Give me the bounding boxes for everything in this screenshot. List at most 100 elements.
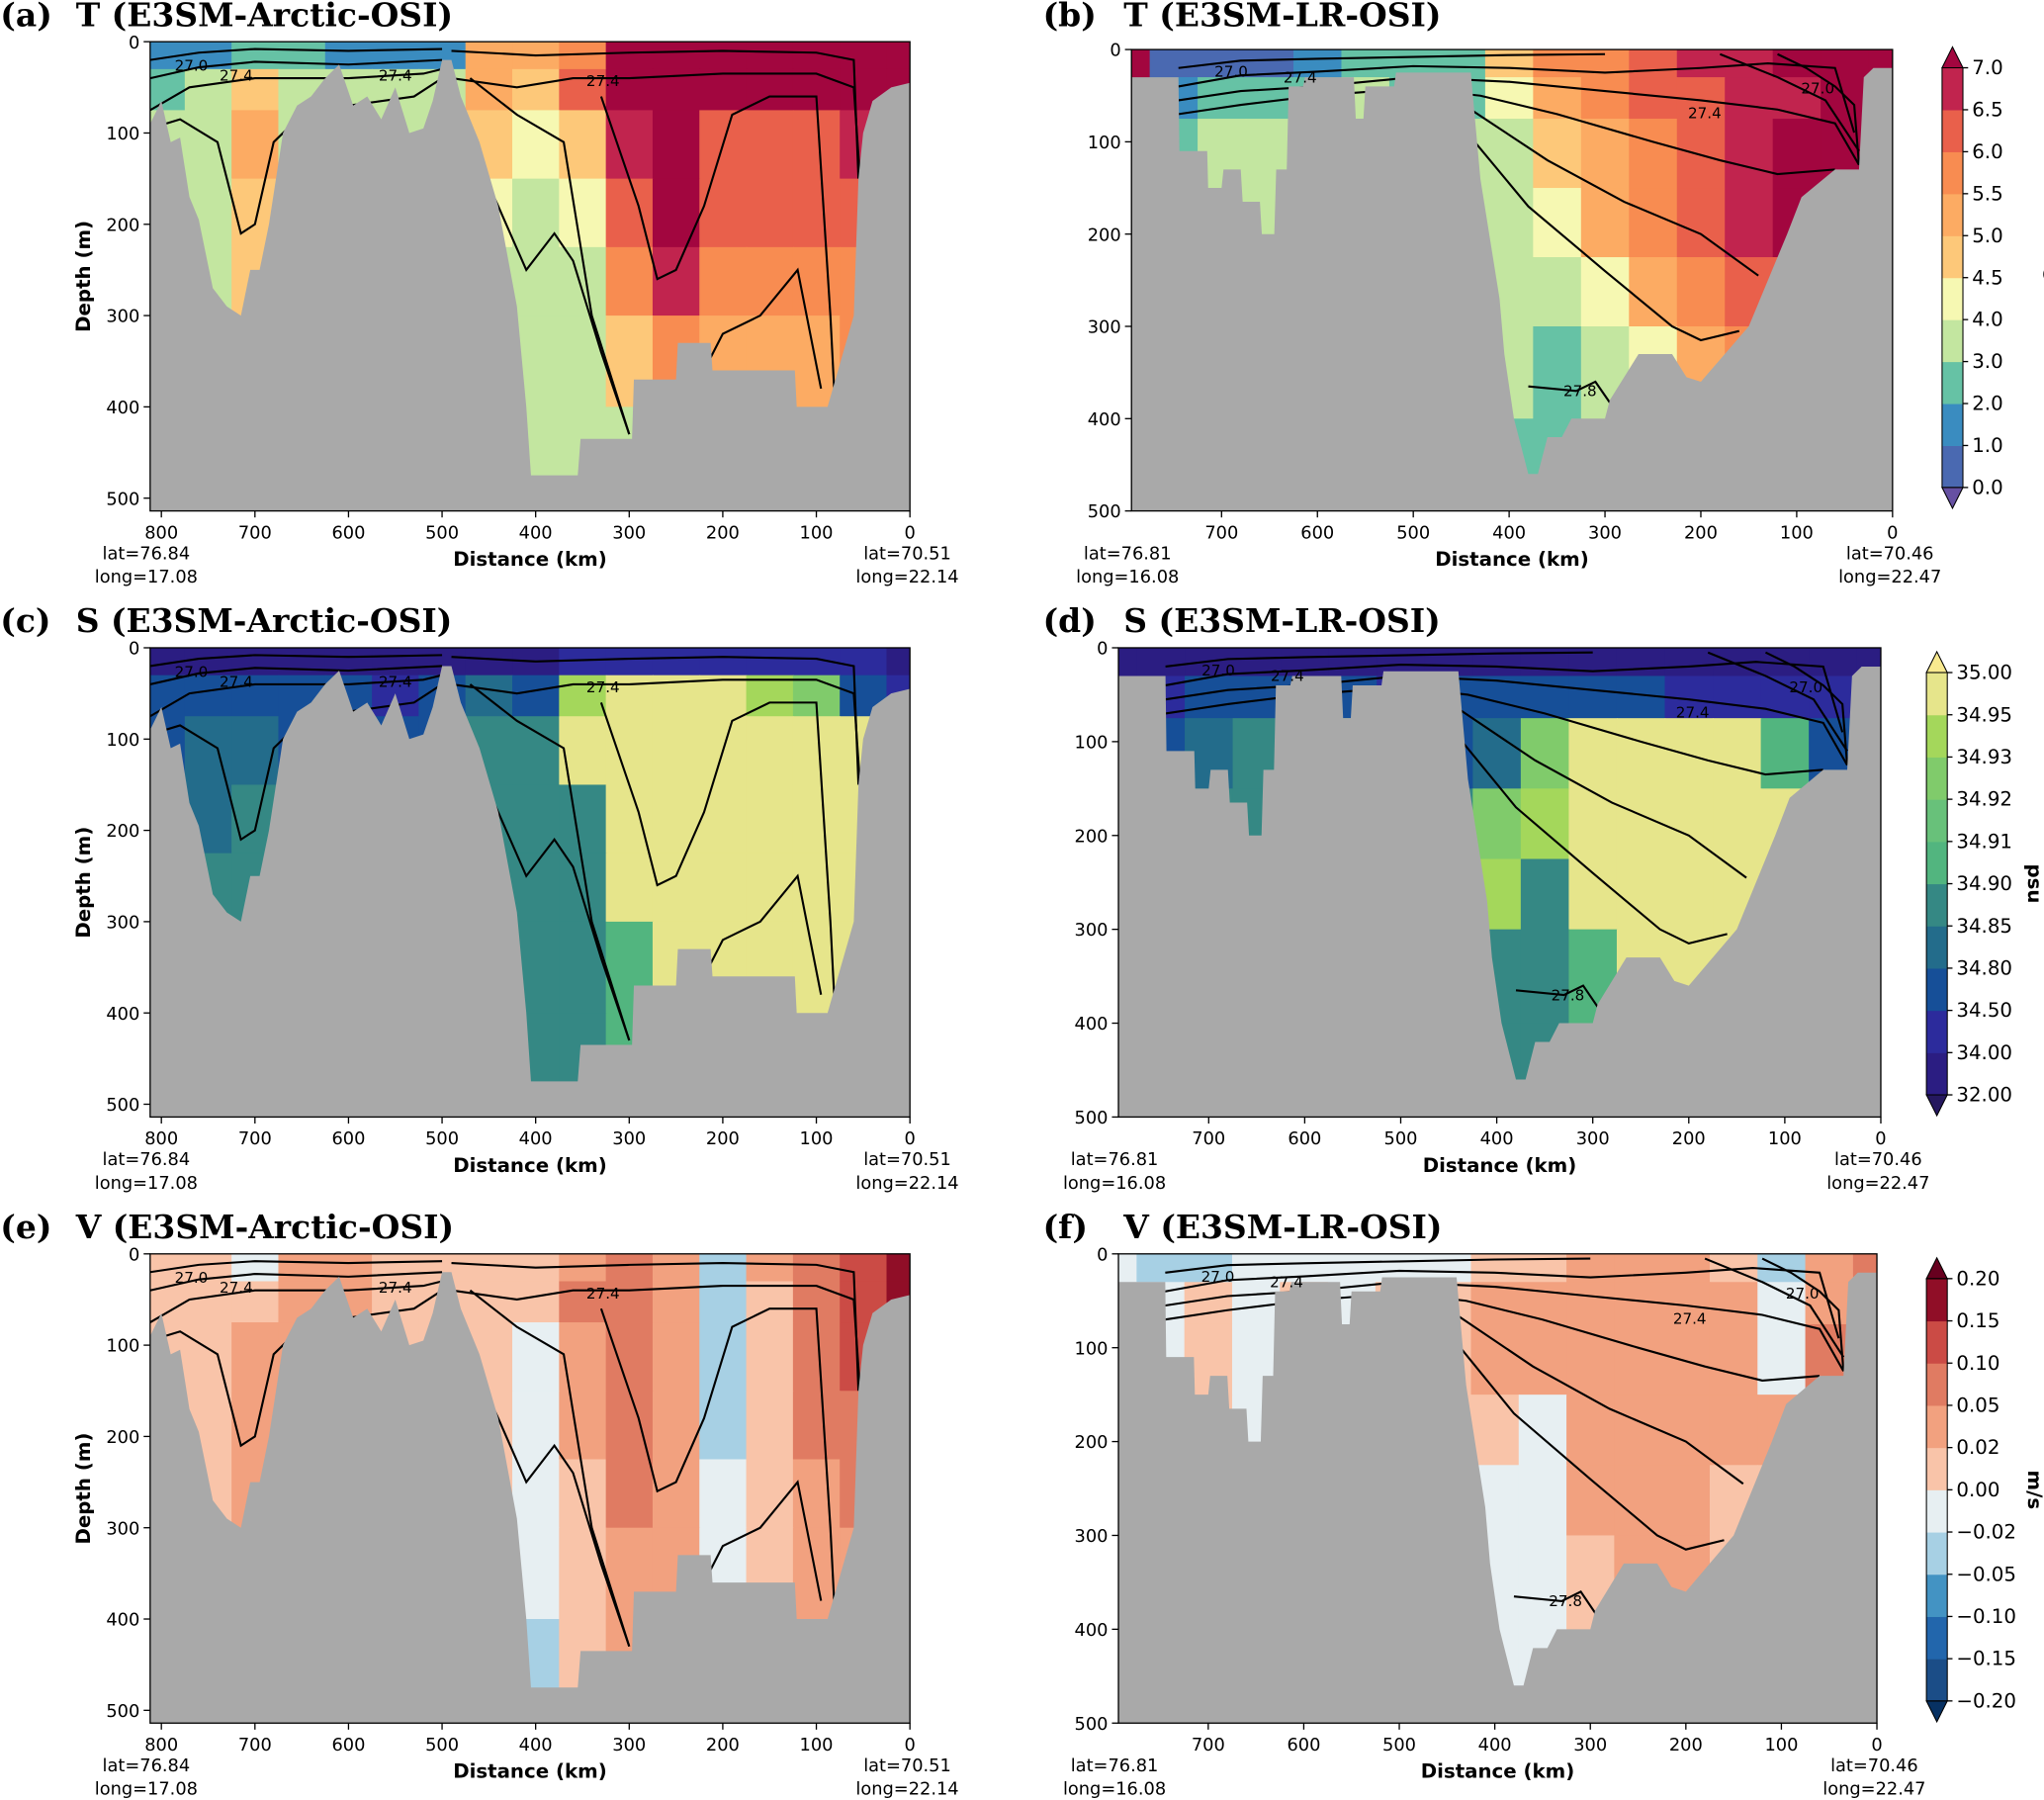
density-contour-line: [149, 1271, 443, 1292]
field-cell: [1725, 77, 1774, 120]
field-cell: [1518, 1395, 1567, 1467]
left-end-lat: lat=76.84: [103, 1755, 191, 1776]
density-contour-line: [703, 873, 823, 995]
right-end-long: long=22.47: [1838, 567, 1941, 587]
colorbar-tick-label: 35.00: [1956, 662, 2012, 684]
x-axis-label: Distance (km): [453, 1154, 607, 1177]
field-cell: [1136, 1253, 1186, 1284]
field-cell: [559, 178, 607, 248]
colorbar-bin: [1941, 277, 1964, 320]
field-cell: [1472, 718, 1522, 790]
field-cell: [746, 42, 794, 70]
density-contour-line: [1707, 651, 1848, 752]
y-tick-label: 300: [106, 1518, 139, 1539]
colorbar-tick-label: 0.15: [1956, 1309, 2000, 1332]
colorbar-tick-label: −0.15: [1956, 1648, 2016, 1670]
colorbar-tick-label: 3.0: [1972, 350, 2002, 373]
field-cell: [231, 110, 280, 180]
density-contour-line: [1469, 136, 1740, 342]
x-tick-label: 400: [1492, 522, 1526, 543]
field-cell: [792, 716, 841, 786]
field-cell: [1470, 1323, 1520, 1395]
contour-label: 27.4: [586, 1285, 620, 1303]
field-cell: [559, 42, 607, 70]
field-cell: [652, 246, 701, 316]
x-tick-label: 0: [904, 522, 915, 543]
field-cell: [1616, 858, 1666, 931]
y-tick-label: 0: [129, 33, 139, 53]
field-cell: [559, 675, 607, 718]
field-cell: [792, 110, 841, 180]
density-contour-line: [1457, 736, 1728, 945]
field-cell: [1757, 1282, 1807, 1325]
colorbar-bin: [1926, 1574, 1948, 1617]
field-cell: [1470, 1395, 1520, 1467]
field-cell: [1725, 188, 1774, 258]
y-axis-label: Depth (m): [72, 827, 95, 939]
field-cell: [652, 716, 701, 786]
field-cell: [1184, 1282, 1233, 1325]
density-contour-line: [149, 674, 443, 718]
x-axis-label: Distance (km): [1423, 1154, 1577, 1177]
field-cell: [652, 1391, 701, 1461]
field-cell: [1629, 49, 1678, 78]
right-end-lat: lat=70.46: [1834, 1149, 1922, 1170]
plot-frame: [1117, 647, 1882, 1119]
density-contour-line: [599, 95, 837, 407]
field-cell: [559, 315, 607, 408]
colorbar-bin: [1926, 673, 1948, 716]
x-tick-label: 700: [238, 522, 272, 543]
y-tick-label: 100: [106, 1336, 139, 1357]
x-tick-label: 600: [1300, 522, 1334, 543]
field-cell: [278, 42, 326, 70]
x-tick-label: 0: [1887, 522, 1898, 543]
colorbar-bin: [1926, 1659, 1948, 1702]
colorbar-bin: [1941, 445, 1964, 489]
contour-label: 27.8: [1563, 383, 1597, 401]
x-axis-label: Distance (km): [1435, 548, 1589, 571]
colorbar-unit-label: m/s: [2023, 1471, 2044, 1510]
density-contour-line: [1515, 984, 1604, 1015]
x-tick-label: 800: [144, 1735, 178, 1755]
colorbar-bin: [1926, 1052, 1948, 1096]
colorbar-bin: [1926, 1278, 1948, 1322]
panel-title: S (E3SM-LR-OSI): [1123, 601, 1440, 640]
colorbar-bin: [1926, 1404, 1948, 1449]
field-cell: [652, 1322, 701, 1393]
density-contour-line: [451, 1285, 864, 1437]
density-contour-line: [599, 701, 837, 1014]
x-tick-label: 0: [904, 1128, 915, 1149]
field-cell: [792, 1391, 841, 1461]
field-cell: [559, 647, 607, 676]
plot-area: 27.0 27.4 27.0 27.4 27.8: [1118, 1253, 1878, 1724]
x-tick-label: 800: [144, 1128, 178, 1149]
y-tick-label: 300: [106, 307, 139, 327]
colorbar-unit-label: psu: [2023, 864, 2044, 904]
left-end-long: long=16.08: [1063, 1779, 1166, 1800]
field-cell: [231, 647, 280, 676]
y-tick-label: 200: [106, 215, 139, 235]
field-cell: [652, 178, 701, 248]
field-cell: [1821, 49, 1870, 78]
field-cell: [1198, 77, 1247, 120]
x-tick-label: 600: [331, 1128, 365, 1149]
x-tick-label: 200: [1672, 1128, 1706, 1149]
x-tick-label: 400: [1480, 1128, 1514, 1149]
field-cell: [1518, 1465, 1567, 1537]
x-tick-label: 300: [1573, 1735, 1607, 1755]
x-tick-label: 400: [519, 1128, 553, 1149]
field-cell: [184, 675, 232, 718]
field-cell: [1484, 49, 1535, 78]
field-cell: [559, 1391, 607, 1461]
contour-label: 27.0: [1801, 80, 1834, 98]
colorbar-bin: [1941, 109, 1964, 152]
field-cell: [605, 1253, 654, 1283]
field-cell: [512, 68, 561, 112]
left-end-long: long=16.08: [1076, 567, 1179, 587]
y-tick-label: 500: [106, 489, 139, 509]
right-end-long: long=22.14: [855, 1173, 958, 1194]
right-end-lat: lat=70.51: [863, 543, 951, 564]
left-end-long: long=16.08: [1063, 1173, 1166, 1194]
colorbar-tick-label: 5.5: [1972, 182, 2002, 205]
colorbar-bin: [1941, 193, 1964, 236]
